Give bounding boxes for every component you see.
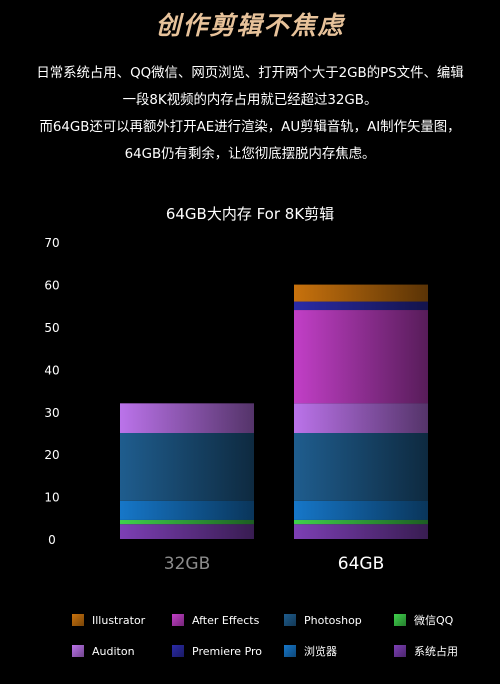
- bar-segment: [294, 301, 428, 311]
- chart-title: 64GB大内存 For 8K剪辑: [165, 205, 335, 223]
- description: 日常系统占用、QQ微信、网页浏览、打开两个大于2GB的PS文件、编辑 一段8K视…: [10, 60, 490, 168]
- y-tick-label: 50: [44, 321, 59, 335]
- legend-label: 浏览器: [304, 645, 337, 658]
- legend-swatch: [394, 614, 406, 626]
- legend-swatch: [72, 614, 84, 626]
- bar-segment: [120, 433, 254, 501]
- legend-item: Illustrator: [72, 612, 172, 628]
- stacked-bar-chart: 0 10 20 30 40 50 60 70 32GB 64GB: [44, 236, 428, 574]
- description-line: 一段8K视频的内存占用就已经超过32GB。: [122, 93, 378, 108]
- legend-label: Auditon: [92, 644, 135, 658]
- bar-segment: [120, 403, 254, 433]
- legend: Illustrator After Effects Photoshop 微信QQ Aud…: [72, 612, 492, 659]
- headline: 创作剪辑不焦虑: [155, 11, 345, 40]
- y-tick-label: 0: [48, 533, 56, 547]
- bar-segment: [294, 433, 428, 501]
- description-line: 日常系统占用、QQ微信、网页浏览、打开两个大于2GB的PS文件、编辑: [36, 66, 464, 81]
- bar-segment: [294, 524, 428, 539]
- bar-segment: [294, 284, 428, 302]
- legend-item: 浏览器: [284, 643, 394, 659]
- legend-swatch: [172, 614, 184, 626]
- y-tick-label: 10: [44, 491, 59, 505]
- x-category-label: 64GB: [338, 554, 384, 574]
- description-line: 而64GB还可以再额外打开AE进行渲染，AU剪辑音轨，AI制作矢量图，: [39, 120, 461, 135]
- legend-item: Auditon: [72, 643, 172, 659]
- bar-segment: [294, 500, 428, 520]
- legend-item: Premiere Pro: [172, 643, 284, 659]
- description-line: 64GB仍有剩余，让您彻底摆脱内存焦虑。: [124, 147, 376, 162]
- bar-segment: [120, 524, 254, 539]
- legend-label: Photoshop: [304, 613, 362, 627]
- legend-label: Illustrator: [92, 613, 146, 627]
- y-tick-label: 30: [44, 406, 59, 420]
- bar-segment: [294, 403, 428, 433]
- legend-item: 微信QQ: [394, 612, 484, 628]
- bar-segment: [120, 500, 254, 520]
- legend-item: Photoshop: [284, 612, 394, 628]
- y-tick-label: 60: [44, 279, 59, 293]
- y-tick-label: 40: [44, 363, 59, 377]
- legend-label: Premiere Pro: [192, 644, 263, 658]
- legend-label: 微信QQ: [414, 614, 454, 627]
- legend-label: After Effects: [192, 613, 260, 627]
- x-category-label: 32GB: [164, 554, 210, 574]
- legend-swatch: [284, 645, 296, 657]
- legend-swatch: [284, 614, 296, 626]
- legend-item: After Effects: [172, 612, 284, 628]
- bar-segment: [120, 519, 254, 525]
- legend-swatch: [72, 645, 84, 657]
- legend-swatch: [394, 645, 406, 657]
- bar-segment: [294, 310, 428, 404]
- bar-segment: [294, 519, 428, 525]
- y-tick-label: 70: [44, 236, 59, 250]
- legend-item: 系统占用: [394, 643, 484, 659]
- legend-label: 系统占用: [414, 645, 458, 658]
- legend-swatch: [172, 645, 184, 657]
- y-tick-label: 20: [44, 448, 59, 462]
